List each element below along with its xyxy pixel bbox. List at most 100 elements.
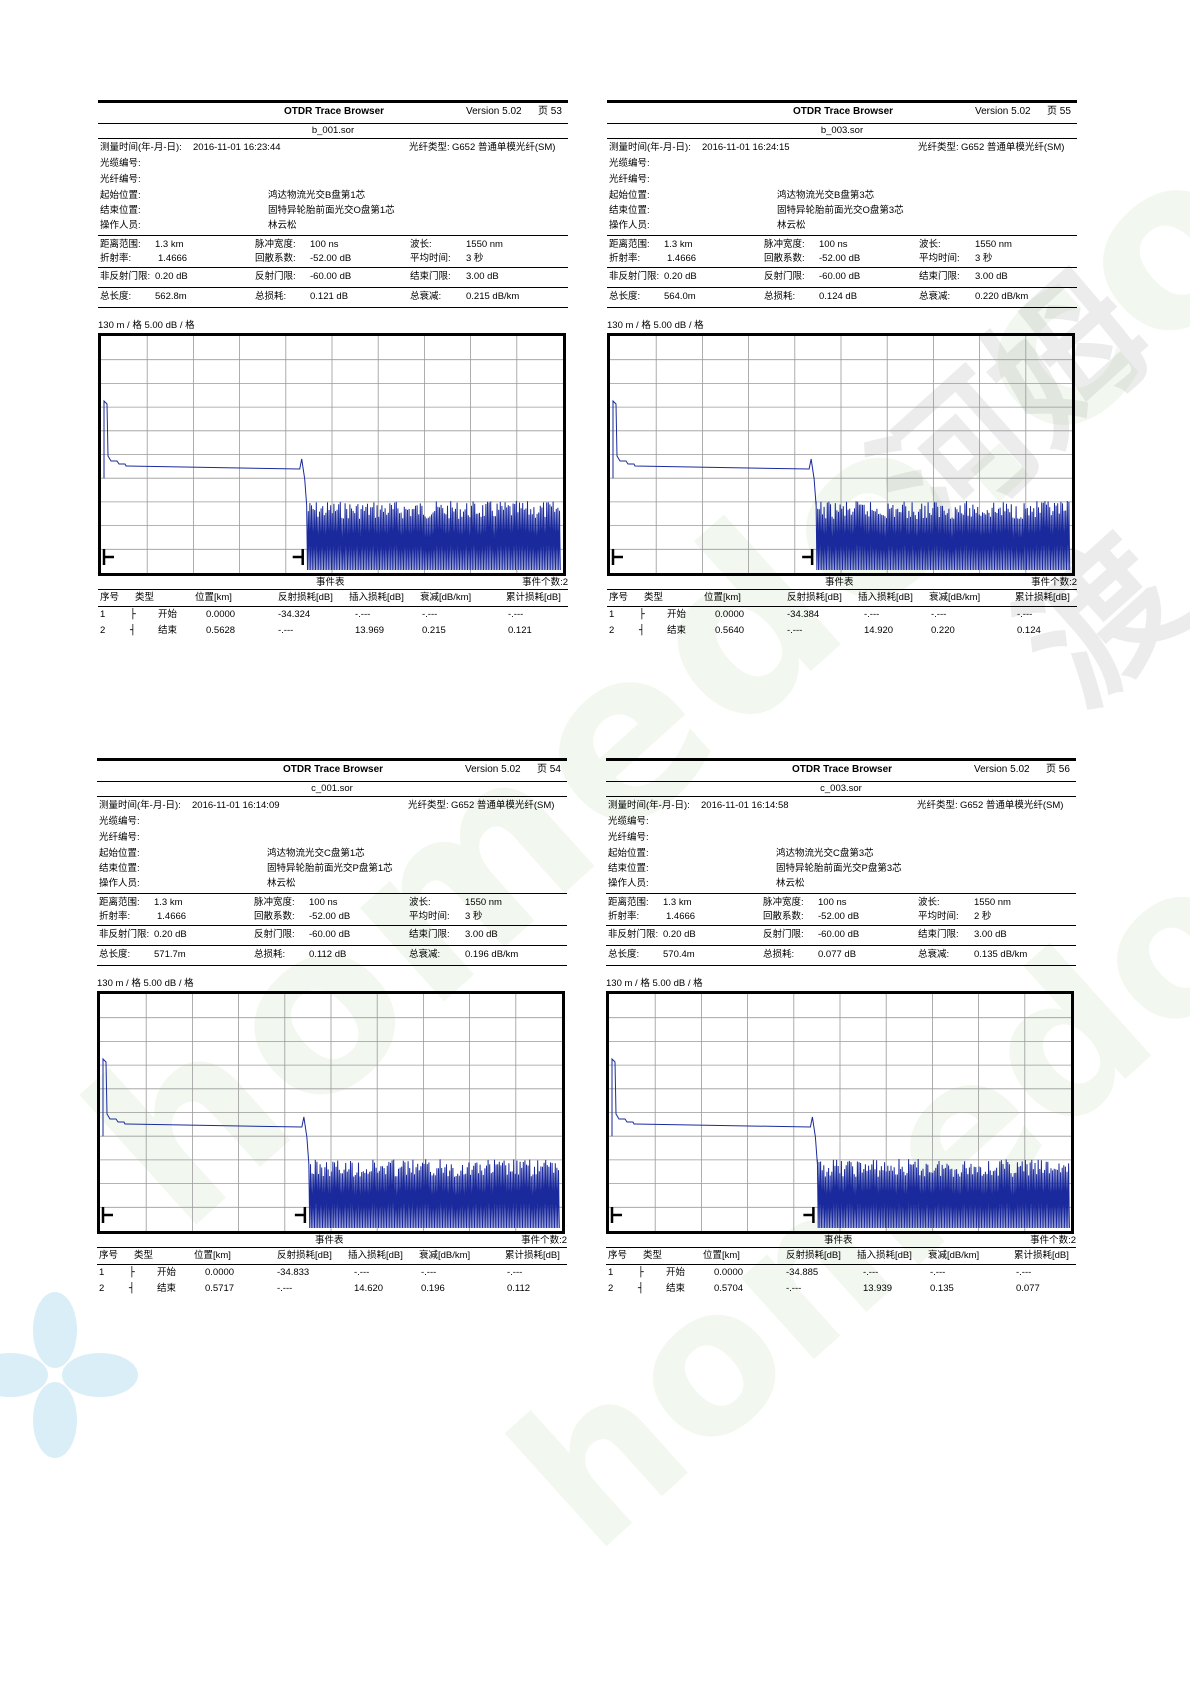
end-threshold-label: 结束门限:	[410, 271, 451, 282]
page-number: 页 55	[1047, 106, 1071, 117]
ior-label: 折射率:	[99, 911, 131, 922]
fiber-no-label: 光纤编号:	[608, 832, 649, 843]
operator-value: 林云松	[776, 878, 805, 889]
event-refl: -34.324	[278, 609, 311, 620]
range-label: 距离范围:	[609, 239, 650, 250]
page-number: 页 54	[537, 764, 561, 775]
total-loss-value: 0.121 dB	[310, 291, 349, 302]
threshold-row: 非反射门限: 0.20 dB 反射门限: -60.00 dB 结束门限: 3.0…	[98, 268, 568, 288]
start-loc-label: 起始位置:	[100, 190, 141, 201]
event-type: 开始	[157, 1267, 177, 1278]
col-ins: 插入损耗[dB]	[857, 1250, 912, 1261]
refl-label: 反射门限:	[763, 929, 804, 940]
range-label: 距离范围:	[99, 897, 140, 908]
event-symbol-icon: ├	[638, 1267, 644, 1278]
cable-no-label: 光缆编号:	[609, 158, 650, 169]
refl-value: -60.00 dB	[819, 271, 861, 282]
pulse-label: 脉冲宽度:	[764, 239, 805, 250]
col-att: 衰减[dB/km]	[929, 592, 981, 603]
start-event-marker-icon	[611, 549, 623, 565]
end-loc-label: 结束位置:	[608, 863, 649, 874]
event-ins: 14.620	[354, 1283, 384, 1294]
end-loc-value: 固特异轮胎前面光交O盘第1芯	[268, 205, 395, 216]
pulse-label: 脉冲宽度:	[254, 897, 295, 908]
scale-label: 130 m / 格 5.00 dB / 格	[606, 978, 703, 989]
event-cum: -.---	[1017, 609, 1033, 620]
version-label: Version 5.02	[974, 764, 1030, 775]
info-block: 测量时间(年-月-日): 2016-11-01 16:23:44 光纤类型: G…	[98, 139, 568, 236]
total-loss-label: 总损耗:	[255, 291, 287, 302]
total-loss-label: 总损耗:	[254, 949, 286, 960]
col-refl: 反射损耗[dB]	[278, 592, 333, 603]
operator-label: 操作人员:	[100, 220, 141, 231]
table-row: 2 ┤ 结束 0.5628 -.--- 13.969 0.215 0.121	[98, 623, 568, 639]
event-ins: 13.939	[863, 1283, 893, 1294]
table-row: 2 ┤ 结束 0.5717 -.--- 14.620 0.196 0.112	[97, 1281, 567, 1297]
col-cum: 累计损耗[dB]	[1014, 1250, 1069, 1261]
scale-label: 130 m / 格 5.00 dB / 格	[97, 978, 194, 989]
operator-value: 林云松	[267, 878, 296, 889]
start-loc-value: 鸿达物流光交C盘第3芯	[776, 848, 874, 859]
event-pos: 0.5628	[206, 625, 236, 636]
col-cum: 累计损耗[dB]	[505, 1250, 560, 1261]
event-rows: 1 ├ 开始 0.0000 -34.384 -.--- -.--- -.--- …	[607, 607, 1077, 639]
totals-row: 总长度: 564.0m 总损耗: 0.124 dB 总衰减: 0.220 dB/…	[607, 288, 1077, 308]
trace-line	[611, 1057, 1070, 1229]
trace-line	[102, 1057, 560, 1229]
event-symbol-icon: ┤	[638, 1283, 644, 1294]
ior-label: 折射率:	[608, 911, 640, 922]
event-no: 2	[100, 625, 106, 636]
fiber-type-label: 光纤类型:	[408, 800, 449, 811]
event-table-title: 事件表	[825, 577, 854, 588]
measure-time-label: 测量时间(年-月-日):	[609, 142, 691, 153]
trace-line	[103, 399, 561, 571]
col-type: 类型	[134, 1250, 154, 1261]
event-type: 开始	[666, 1267, 686, 1278]
total-loss-label: 总损耗:	[763, 949, 795, 960]
end-loc-label: 结束位置:	[609, 205, 650, 216]
info-block: 测量时间(年-月-日): 2016-11-01 16:14:58 光纤类型: G…	[606, 797, 1076, 894]
ior-value: 1.4666	[666, 911, 696, 922]
event-cum: -.---	[507, 1267, 523, 1278]
event-symbol-icon: ├	[130, 609, 136, 620]
avg-time-value: 2 秒	[974, 911, 992, 922]
operator-label: 操作人员:	[99, 878, 140, 889]
report-title: OTDR Trace Browser	[792, 764, 893, 775]
event-table-header: 序号 类型 位置[km] 反射损耗[dB] 插入损耗[dB] 衰减[dB/km]…	[607, 589, 1077, 607]
measure-time-label: 测量时间(年-月-日):	[100, 142, 182, 153]
otdr-report: OTDR Trace Browser Version 5.02 页 53 b_0…	[98, 100, 568, 639]
total-att-value: 0.135 dB/km	[974, 949, 1028, 960]
nonrefl-value: 0.20 dB	[155, 271, 188, 282]
total-loss-value: 0.077 dB	[818, 949, 857, 960]
col-pos: 位置[km]	[195, 592, 232, 603]
total-length-value: 571.7m	[154, 949, 186, 960]
event-ins: -.---	[355, 609, 371, 620]
totals-row: 总长度: 562.8m 总损耗: 0.121 dB 总衰减: 0.215 dB/…	[98, 288, 568, 308]
total-att-value: 0.215 dB/km	[466, 291, 520, 302]
fiber-type-label: 光纤类型:	[917, 800, 958, 811]
end-threshold-value: 3.00 dB	[466, 271, 499, 282]
total-att-label: 总衰减:	[919, 291, 951, 302]
event-symbol-icon: ├	[639, 609, 645, 620]
end-loc-value: 固特异轮胎前面光交P盘第1芯	[267, 863, 393, 874]
event-type: 开始	[667, 609, 687, 620]
backscatter-value: -52.00 dB	[818, 911, 860, 922]
col-type: 类型	[135, 592, 155, 603]
version-label: Version 5.02	[466, 106, 522, 117]
start-loc-label: 起始位置:	[608, 848, 649, 859]
col-att: 衰减[dB/km]	[419, 1250, 471, 1261]
param-block: 距离范围: 1.3 km 脉冲宽度: 100 ns 波长: 1550 nm 折射…	[97, 894, 567, 926]
event-table-header: 序号 类型 位置[km] 反射损耗[dB] 插入损耗[dB] 衰减[dB/km]…	[97, 1247, 567, 1265]
total-length-value: 564.0m	[664, 291, 696, 302]
total-att-value: 0.196 dB/km	[465, 949, 519, 960]
col-ins: 插入损耗[dB]	[349, 592, 404, 603]
event-refl: -.---	[786, 1283, 802, 1294]
end-loc-label: 结束位置:	[99, 863, 140, 874]
file-name: b_003.sor	[607, 124, 1077, 139]
file-name: c_001.sor	[97, 782, 567, 797]
col-no: 序号	[609, 592, 629, 603]
wavelength-value: 1550 nm	[465, 897, 502, 908]
event-type: 结束	[667, 625, 687, 636]
measure-time-label: 测量时间(年-月-日):	[608, 800, 690, 811]
measure-time-value: 2016-11-01 16:14:58	[701, 800, 789, 811]
